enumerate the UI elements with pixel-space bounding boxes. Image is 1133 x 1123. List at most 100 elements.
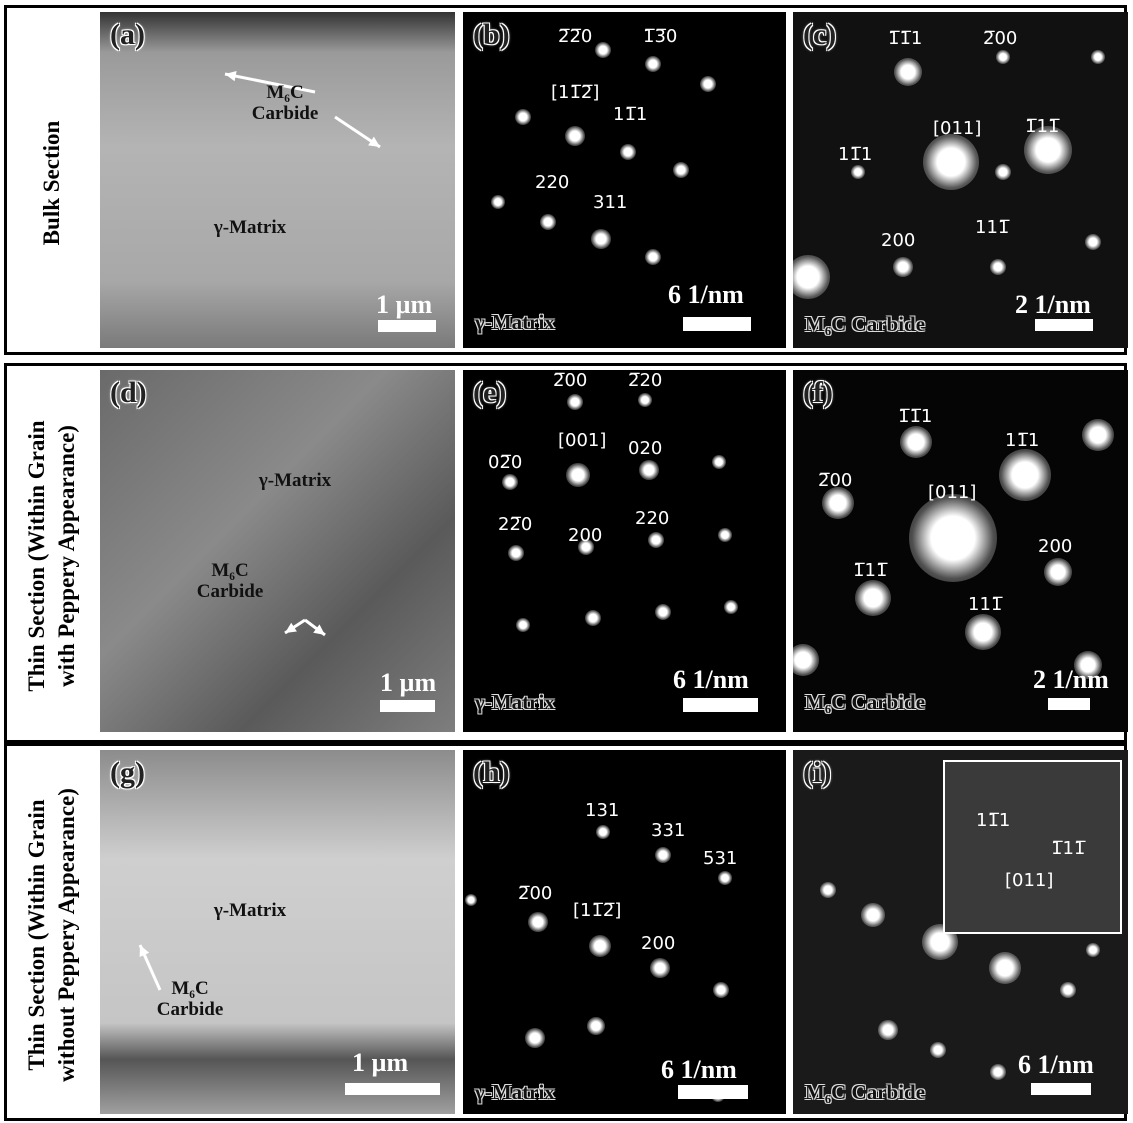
- diffraction-spot: [589, 935, 611, 957]
- row-label-line: Thin Section (Within Grain: [22, 788, 52, 1082]
- figure: Bulk Section(a)M₆C Carbideγ-Matrix1 µm(b…: [0, 0, 1133, 1123]
- panel-letter: (e): [473, 376, 506, 410]
- scale-label: 1 µm: [376, 290, 432, 320]
- diffraction-spot: [565, 126, 585, 146]
- diffraction-spot: [585, 610, 601, 626]
- diffraction-spot: [508, 545, 524, 561]
- phase-label: γ-Matrix: [185, 900, 315, 921]
- index-label: [011]: [1005, 870, 1053, 891]
- diffraction-spot: [990, 1064, 1006, 1080]
- index-label: 200: [881, 230, 915, 251]
- diffraction-spot: [724, 600, 738, 614]
- scale-bar: [1031, 1083, 1091, 1095]
- index-label: 220: [635, 508, 669, 529]
- scale-label: 6 1/nm: [1018, 1050, 1094, 1080]
- diffraction-spot: [645, 56, 661, 72]
- scale-bar: [380, 700, 435, 712]
- index-label: 1̅11̅: [853, 560, 887, 581]
- index-label: 020: [628, 438, 662, 459]
- index-label: 11̅1: [1005, 430, 1039, 451]
- diffraction-spot: [525, 1028, 545, 1048]
- phase-label: M₆C Carbide: [250, 82, 320, 124]
- scale-label: 6 1/nm: [661, 1055, 737, 1085]
- diffraction-spot: [793, 644, 819, 676]
- diffraction-spot: [990, 259, 1006, 275]
- inset-box: [943, 760, 1122, 934]
- scale-label: 1 µm: [352, 1048, 408, 1078]
- row-label: Thin Section (Within Grainwithout Pepper…: [22, 788, 82, 1082]
- panel-letter: (b): [473, 18, 510, 52]
- diffraction-spot: [638, 393, 652, 407]
- diffraction-spot: [655, 847, 671, 863]
- diffraction-spot: [999, 449, 1051, 501]
- diffraction-spot: [893, 257, 913, 277]
- diffraction-spot: [855, 580, 891, 616]
- index-label: [11̅2̅]: [551, 82, 599, 103]
- diffraction-spot: [596, 825, 610, 839]
- diffraction-spot: [645, 249, 661, 265]
- diffraction-pattern: (h)1313315312̅00[11̅2̅]2006 1/nmγ-Matrix: [463, 750, 786, 1114]
- index-label: 220: [535, 172, 569, 193]
- diffraction-spot: [1060, 982, 1076, 998]
- diffraction-spot: [718, 528, 732, 542]
- scale-bar: [678, 1085, 748, 1099]
- diffraction-spot: [528, 912, 548, 932]
- row-label-line: Thin Section (Within Grain: [22, 420, 52, 691]
- diffraction-spot: [923, 134, 979, 190]
- diffraction-spot: [712, 455, 726, 469]
- panel-letter: (h): [473, 756, 510, 790]
- phase-label: M₆C Carbide: [180, 560, 280, 602]
- diffraction-pattern: (e)2̅002̅2002̅0[001]02022̅02002206 1/nmγ…: [463, 370, 786, 732]
- panel-letter: (c): [803, 18, 836, 52]
- panel-letter: (i): [803, 756, 831, 790]
- index-label: 111̅: [975, 217, 1009, 238]
- diffraction-spot: [515, 109, 531, 125]
- row-label-line: Bulk Section: [37, 121, 67, 246]
- scale-bar: [1048, 698, 1090, 710]
- index-label: 1̅1̅1: [898, 406, 932, 427]
- diffraction-spot: [793, 255, 830, 299]
- diffraction-spot: [861, 903, 885, 927]
- row-label: Bulk Section: [37, 121, 67, 246]
- phase-label: γ-Matrix: [240, 470, 350, 491]
- row-label-line: without Peppery Appearance): [52, 788, 82, 1082]
- phase-caption: M₆C Carbide: [805, 312, 925, 337]
- diffraction-spot: [502, 474, 518, 490]
- diffraction-spot: [639, 460, 659, 480]
- index-label: 111̅: [968, 594, 1002, 615]
- diffraction-spot: [909, 494, 997, 582]
- diffraction-spot: [1082, 419, 1114, 451]
- scale-label: 1 µm: [380, 668, 436, 698]
- index-label: 11̅1: [838, 144, 872, 165]
- diffraction-spot: [989, 952, 1021, 984]
- index-label: 11̅1: [613, 104, 647, 125]
- scale-label: 6 1/nm: [673, 665, 749, 695]
- index-label: 200: [641, 933, 675, 954]
- index-label: 02̅0: [488, 452, 522, 473]
- diffraction-spot: [820, 882, 836, 898]
- index-label: 131: [585, 800, 619, 821]
- index-label: 1̅3̅0: [643, 26, 677, 47]
- index-label: [011]: [928, 482, 976, 503]
- index-label: 2̅20: [628, 370, 662, 391]
- diffraction-spot: [566, 463, 590, 487]
- scale-bar: [378, 320, 436, 332]
- diffraction-spot: [822, 487, 854, 519]
- index-label: 331: [651, 820, 685, 841]
- phase-caption: γ-Matrix: [475, 310, 555, 335]
- diffraction-spot: [965, 614, 1001, 650]
- index-label: 2̅00: [553, 370, 587, 391]
- diffraction-spot: [567, 394, 583, 410]
- scale-label: 2 1/nm: [1015, 290, 1091, 320]
- index-label: 200: [568, 525, 602, 546]
- diffraction-spot: [595, 42, 611, 58]
- phase-caption: γ-Matrix: [475, 690, 555, 715]
- diffraction-spot: [1091, 50, 1105, 64]
